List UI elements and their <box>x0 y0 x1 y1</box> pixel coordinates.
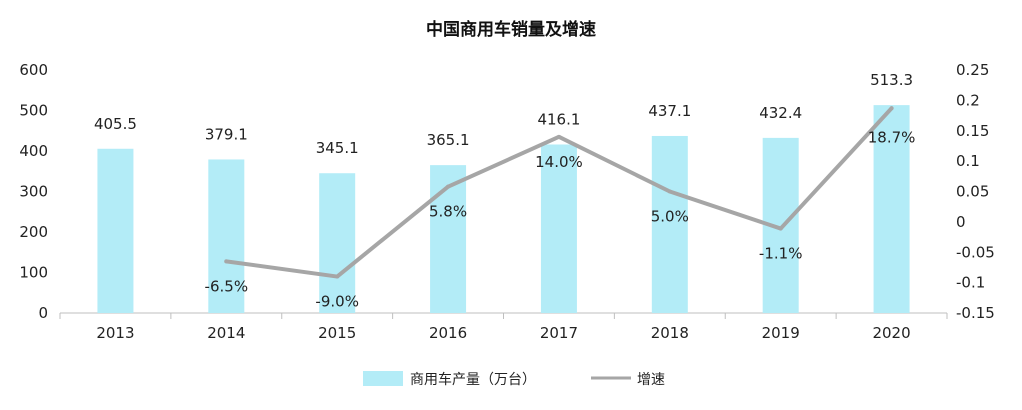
line-value-labels: -6.5% -9.0% 5.8% 14.0% 5.0% -1.1% 18.7% <box>205 128 916 310</box>
left-tick-label-2: 200 <box>19 223 48 241</box>
bar-value-label-2014: 379.1 <box>205 125 248 143</box>
x-tick-label-2015: 2015 <box>318 324 356 342</box>
left-tick-label-3: 300 <box>19 183 48 201</box>
x-axis: 2013 2014 2015 2016 2017 2018 2019 2020 <box>59 313 948 342</box>
left-tick-label-6: 600 <box>19 61 48 79</box>
x-tick-label-2019: 2019 <box>762 324 800 342</box>
growth-label-2016: 5.8% <box>429 203 467 221</box>
x-tick-label-2018: 2018 <box>651 324 689 342</box>
bar-2015 <box>319 173 356 313</box>
left-axis: 0 100 200 300 400 500 600 <box>19 61 48 322</box>
bar-2020 <box>873 105 910 314</box>
growth-point-2015 <box>335 274 340 279</box>
growth-point-2016 <box>446 184 451 189</box>
x-tick-label-2017: 2017 <box>540 324 578 342</box>
growth-point-2014 <box>224 259 229 264</box>
chart-title: 中国商用车销量及增速 <box>426 19 596 40</box>
bar-value-label-2017: 416.1 <box>537 110 580 128</box>
legend-swatch-bar <box>363 371 403 386</box>
left-tick-label-1: 100 <box>19 264 48 282</box>
bar-value-label-2018: 437.1 <box>648 102 691 120</box>
bar-value-label-2016: 365.1 <box>427 131 470 149</box>
right-tick-label-6: 0.15 <box>956 122 989 140</box>
right-tick-label-3: 0 <box>956 213 966 231</box>
x-tick-label-2013: 2013 <box>96 324 134 342</box>
left-tick-label-5: 500 <box>19 102 48 120</box>
growth-label-2018: 5.0% <box>651 208 689 226</box>
bar-value-label-2020: 513.3 <box>870 71 913 89</box>
bar-2018 <box>651 135 688 313</box>
x-tick-label-2020: 2020 <box>872 324 910 342</box>
right-tick-label-8: 0.25 <box>956 61 989 79</box>
x-tick-label-2014: 2014 <box>207 324 245 342</box>
left-tick-label-0: 0 <box>38 304 48 322</box>
right-tick-label-7: 0.2 <box>956 91 980 109</box>
growth-point-2020 <box>889 106 894 111</box>
right-tick-label-0: -0.15 <box>956 304 995 322</box>
legend: 商用车产量（万台） 增速 <box>363 371 665 388</box>
growth-label-2020: 18.7% <box>868 128 916 146</box>
line-series <box>224 106 894 279</box>
bar-series <box>97 105 910 314</box>
right-tick-label-5: 0.1 <box>956 152 980 170</box>
growth-label-2019: -1.1% <box>759 245 803 263</box>
growth-label-2014: -6.5% <box>205 277 249 295</box>
right-tick-label-1: -0.1 <box>956 274 985 292</box>
growth-point-2017 <box>556 134 561 139</box>
left-tick-label-4: 400 <box>19 142 48 160</box>
x-tick-label-2016: 2016 <box>429 324 467 342</box>
right-tick-label-4: 0.05 <box>956 183 989 201</box>
bar-value-label-2013: 405.5 <box>94 115 137 133</box>
bar-2016 <box>430 165 467 313</box>
bar-value-label-2015: 345.1 <box>316 139 359 157</box>
legend-label-line: 增速 <box>637 372 665 388</box>
growth-point-2018 <box>667 189 672 194</box>
bar-2017 <box>540 144 577 313</box>
bar-2014 <box>208 159 245 313</box>
bar-value-labels: 405.5 379.1 345.1 365.1 416.1 437.1 432.4 513.3 <box>94 71 913 157</box>
growth-label-2017: 14.0% <box>535 153 583 171</box>
legend-label-bar: 商用车产量（万台） <box>410 371 536 388</box>
bar-2013 <box>97 148 134 313</box>
right-axis: -0.15 -0.1 -0.05 0 0.05 0.1 0.15 0.2 0.25 <box>956 61 995 322</box>
growth-point-2019 <box>778 226 783 231</box>
growth-label-2015: -9.0% <box>315 293 359 311</box>
right-tick-label-2: -0.05 <box>956 243 995 261</box>
bar-value-label-2019: 432.4 <box>759 104 802 122</box>
